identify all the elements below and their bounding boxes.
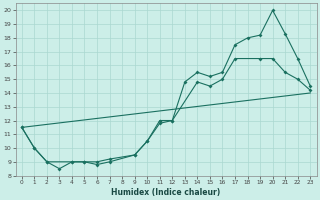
- X-axis label: Humidex (Indice chaleur): Humidex (Indice chaleur): [111, 188, 221, 197]
